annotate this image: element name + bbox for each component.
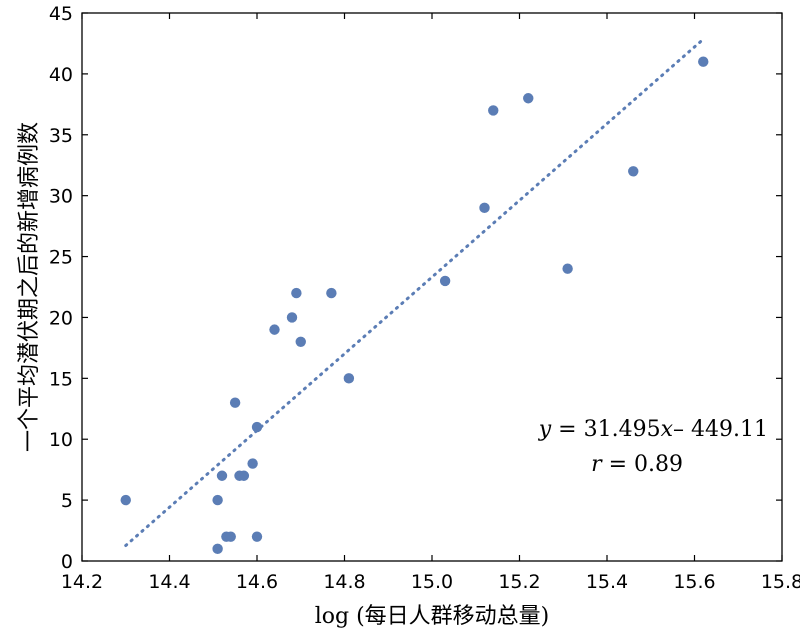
eq-x-symbol: x	[661, 417, 674, 442]
y-axis-title: 一个平均潜伏期之后的新增病例数	[17, 122, 42, 452]
y-tick-label: 35	[49, 125, 73, 147]
axis-ticks	[81, 12, 783, 562]
data-point	[295, 336, 306, 347]
data-points	[120, 56, 709, 555]
x-tick-label: 14.2	[61, 571, 103, 593]
data-point	[286, 312, 298, 323]
data-point	[562, 263, 573, 274]
y-tick-label: 5	[61, 490, 73, 512]
data-point	[479, 202, 490, 214]
data-point	[628, 166, 639, 177]
y-tick-label: 40	[49, 64, 73, 86]
data-point	[212, 543, 223, 555]
data-point	[251, 421, 263, 433]
y-tick-label: 10	[49, 429, 73, 451]
eq-r-value: = 0.89	[602, 452, 683, 477]
y-tick-label: 25	[49, 247, 73, 269]
data-point	[326, 287, 337, 299]
y-tick-label: 45	[49, 3, 73, 25]
data-point	[269, 324, 280, 335]
plot-frame	[81, 12, 783, 562]
x-tick-label: 15.8	[761, 571, 800, 593]
correlation-line: r = 0.89	[591, 452, 683, 477]
x-tick-label: 15.4	[586, 571, 628, 593]
data-point	[291, 287, 302, 299]
x-tick-label: 14.6	[236, 571, 278, 593]
x-tick-label: 15.6	[673, 571, 715, 593]
data-point	[523, 93, 534, 104]
equation-line: y = 31.495x– 449.11	[538, 417, 768, 442]
eq-r-symbol: r	[591, 452, 603, 477]
data-point	[120, 494, 131, 506]
axis-tick-labels: 14.2 14.4 14.6 14.8 15.0 15.2 15.4 15.6 15.8 0 5 10…	[49, 3, 800, 593]
x-tick-label: 15.2	[498, 571, 540, 593]
data-point	[439, 275, 451, 287]
data-point	[251, 531, 263, 542]
x-tick-label: 15.0	[411, 571, 453, 593]
data-point	[216, 470, 228, 481]
data-point	[488, 105, 499, 116]
x-axis-title: log (每日人群移动总量)	[315, 604, 550, 629]
y-tick-label: 0	[61, 551, 73, 573]
data-point	[343, 373, 355, 384]
y-tick-label: 15	[49, 368, 73, 390]
x-tick-label: 14.8	[323, 571, 365, 593]
y-tick-label: 20	[49, 307, 73, 329]
data-point	[225, 531, 236, 542]
eq-y-symbol: y	[538, 417, 552, 442]
y-tick-label: 30	[49, 186, 73, 208]
data-point	[212, 494, 223, 506]
data-point	[247, 458, 258, 469]
data-point	[698, 56, 709, 67]
data-point	[238, 470, 250, 481]
trend-line	[124, 37, 705, 548]
data-point	[229, 397, 241, 408]
x-tick-label: 14.4	[148, 571, 190, 593]
eq-slope: = 31.495	[551, 417, 660, 442]
eq-intercept: – 449.11	[673, 417, 768, 442]
